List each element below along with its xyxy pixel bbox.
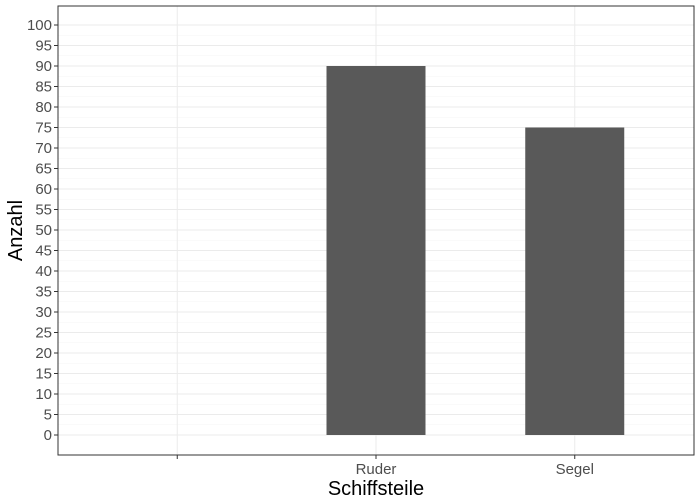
y-tick-label: 0 [44,427,52,444]
y-tick-label: 10 [35,386,52,403]
y-tick-label: 15 [35,366,52,383]
y-tick-label: 95 [35,38,52,55]
y-axis-title: Anzahl [5,200,27,261]
x-tick-label: Ruder [356,461,397,478]
y-tick-label: 50 [35,222,52,239]
y-tick-label: 40 [35,263,52,280]
x-tick-label: Segel [556,461,594,478]
y-tick-label: 60 [35,181,52,198]
y-tick-label: 55 [35,202,52,219]
y-tick-label: 20 [35,345,52,362]
y-tick-label: 5 [44,407,52,424]
bar-ruder [326,66,426,435]
bar-segel [525,127,625,435]
y-tick-label: 80 [35,99,52,116]
y-tick-label: 90 [35,58,52,75]
y-tick-label: 85 [35,79,52,96]
y-tick-label: 70 [35,140,52,157]
y-tick-label: 100 [27,17,52,34]
bars [326,66,625,435]
y-tick-label: 45 [35,243,52,260]
x-axis-title: Schiffsteile [328,478,424,500]
y-axis: 0 5 10 15 20 25 30 35 40 45 50 55 60 65 70 75 80 85 90 95 10… [27,17,58,444]
y-tick-label: 30 [35,304,52,321]
x-axis: Ruder Segel [176,455,594,478]
y-tick-label: 35 [35,284,52,301]
y-tick-label: 75 [35,120,52,137]
y-tick-label: 65 [35,161,52,178]
y-tick-label: 25 [35,325,52,342]
